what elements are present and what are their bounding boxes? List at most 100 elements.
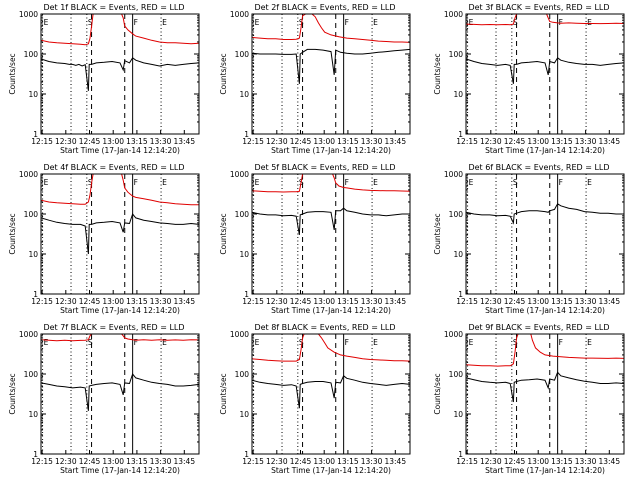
series-line-lld <box>41 14 199 46</box>
marker-label-E: E <box>587 338 592 347</box>
x-tick-label: 12:30 <box>480 137 502 146</box>
y-tick-label: 100 <box>235 370 250 379</box>
axes-frame <box>465 333 625 455</box>
y-tick-label: 100 <box>449 370 464 379</box>
y-axis-label: Counts/sec <box>219 373 228 414</box>
marker-label-E: E <box>587 178 592 187</box>
series-line-lld <box>252 174 410 193</box>
y-tick-label: 100 <box>449 50 464 59</box>
y-tick-label: 10 <box>239 410 249 419</box>
series-group <box>466 14 624 84</box>
y-tick-label: 100 <box>449 210 464 219</box>
x-tick-label: 13:00 <box>527 297 549 306</box>
marker-label-E: E <box>373 338 378 347</box>
panel-title: Det 6f BLACK = Events, RED = LLD <box>468 163 609 172</box>
x-tick-label: 12:15 <box>31 457 53 466</box>
x-tick-label: 13:30 <box>575 137 597 146</box>
y-tick-label: 1 <box>244 130 249 139</box>
x-tick-label: 13:45 <box>384 297 406 306</box>
x-axis-label: Start Time (17-Jan-14 12:14:20) <box>485 466 605 475</box>
y-axis-label: Counts/sec <box>433 53 442 94</box>
marker-label-F: F <box>345 18 349 27</box>
x-tick-label: 13:30 <box>361 457 383 466</box>
y-tick-label: 100 <box>235 50 250 59</box>
x-tick-label: 13:30 <box>150 457 172 466</box>
x-tick-label: 13:45 <box>173 137 195 146</box>
panel-9: Det 9f BLACK = Events, RED = LLD E S F E 1 10 1… <box>433 323 625 475</box>
marker-label-E: E <box>162 338 167 347</box>
x-axis-label: Start Time (17-Jan-14 12:14:20) <box>60 146 180 155</box>
marker-label-E: E <box>255 338 260 347</box>
series-line-lld <box>41 334 199 342</box>
y-tick-label: 1000 <box>19 10 38 19</box>
axes-frame <box>465 173 625 295</box>
series-group <box>41 174 199 255</box>
y-tick-label: 10 <box>28 410 38 419</box>
y-tick-label: 1 <box>33 290 38 299</box>
x-axis-label: Start Time (17-Jan-14 12:14:20) <box>60 466 180 475</box>
panel-8: Det 8f BLACK = Events, RED = LLD E S F E 1 10 1… <box>219 323 411 475</box>
panel-title: Det 4f BLACK = Events, RED = LLD <box>43 163 184 172</box>
x-tick-label: 12:30 <box>55 457 77 466</box>
panel-title: Det 5f BLACK = Events, RED = LLD <box>254 163 395 172</box>
x-tick-label: 12:15 <box>242 137 264 146</box>
series-line-events <box>466 371 624 403</box>
marker-label-F: F <box>345 338 349 347</box>
y-tick-label: 1 <box>458 290 463 299</box>
panel-title: Det 7f BLACK = Events, RED = LLD <box>43 323 184 332</box>
x-tick-label: 13:15 <box>337 457 359 466</box>
series-group <box>466 174 624 225</box>
x-tick-label: 13:45 <box>173 457 195 466</box>
panel-title: Det 3f BLACK = Events, RED = LLD <box>468 3 609 12</box>
y-tick-label: 1 <box>244 290 249 299</box>
x-tick-label: 12:15 <box>31 297 53 306</box>
y-axis-label: Counts/sec <box>219 53 228 94</box>
x-tick-label: 13:15 <box>551 297 573 306</box>
series-line-events <box>41 57 199 91</box>
x-tick-label: 13:00 <box>313 297 335 306</box>
marker-label-F: F <box>134 18 138 27</box>
x-tick-label: 13:15 <box>126 137 148 146</box>
x-tick-label: 13:00 <box>527 457 549 466</box>
marker-label-E: E <box>255 178 260 187</box>
series-group <box>466 334 624 403</box>
panel-title: Det 1f BLACK = Events, RED = LLD <box>43 3 184 12</box>
x-tick-label: 13:30 <box>150 137 172 146</box>
x-axis-label: Start Time (17-Jan-14 12:14:20) <box>271 146 391 155</box>
series-line-events <box>466 203 624 225</box>
x-tick-label: 13:00 <box>313 137 335 146</box>
x-tick-label: 13:00 <box>102 137 124 146</box>
x-tick-label: 12:30 <box>266 457 288 466</box>
x-tick-label: 12:15 <box>242 457 264 466</box>
x-tick-label: 12:45 <box>79 297 101 306</box>
x-tick-label: 12:15 <box>31 137 53 146</box>
y-tick-label: 1 <box>458 130 463 139</box>
y-tick-label: 100 <box>24 210 39 219</box>
marker-label-E: E <box>469 178 474 187</box>
y-axis-label: Counts/sec <box>8 53 17 94</box>
x-tick-label: 13:45 <box>598 457 620 466</box>
x-tick-label: 13:15 <box>126 297 148 306</box>
y-tick-label: 1 <box>244 450 249 459</box>
x-axis-label: Start Time (17-Jan-14 12:14:20) <box>485 306 605 315</box>
y-tick-label: 10 <box>453 410 463 419</box>
x-tick-label: 12:45 <box>290 457 312 466</box>
y-tick-label: 100 <box>24 50 39 59</box>
series-group <box>252 334 410 409</box>
x-tick-label: 13:30 <box>361 297 383 306</box>
series-line-lld <box>466 334 624 367</box>
y-tick-label: 1000 <box>19 170 38 179</box>
x-tick-label: 13:00 <box>102 297 124 306</box>
marker-label-E: E <box>162 18 167 27</box>
x-tick-label: 13:30 <box>150 297 172 306</box>
y-axis-label: Counts/sec <box>433 373 442 414</box>
axes-frame <box>251 173 411 295</box>
x-tick-label: 12:30 <box>480 457 502 466</box>
series-group <box>252 174 410 235</box>
series-line-lld <box>252 14 410 43</box>
marker-label-E: E <box>469 18 474 27</box>
y-tick-label: 1000 <box>230 330 249 339</box>
marker-label-S: S <box>88 178 93 187</box>
